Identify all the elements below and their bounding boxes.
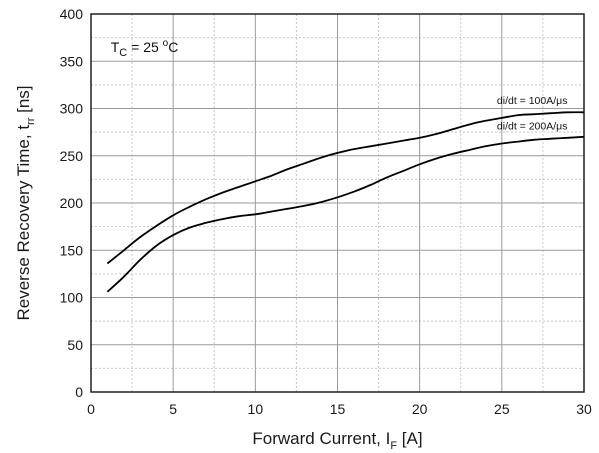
series-line-200a-per-us <box>106 135 585 293</box>
y-axis-title: Reverse Recovery Time, trr [ns] <box>14 85 37 320</box>
x-tick-label-1: 5 <box>169 401 177 417</box>
series-label-0: di/dt = 100A/μs <box>497 95 568 107</box>
y-tick-label-7: 350 <box>60 53 84 69</box>
y-tick-label-5: 250 <box>60 148 84 164</box>
series-line-100a-per-us <box>106 111 585 265</box>
x-tick-label-3: 15 <box>330 401 346 417</box>
curves <box>106 111 585 293</box>
temperature-annotation: TC = 25 oC <box>111 38 179 59</box>
y-tick-label-8: 400 <box>60 6 84 22</box>
grid <box>90 13 585 393</box>
plot-frame <box>90 13 585 393</box>
y-tick-label-3: 150 <box>60 242 84 258</box>
x-tick-label-4: 20 <box>412 401 428 417</box>
x-tick-labels: 0 5 10 15 20 25 30 <box>87 401 592 417</box>
y-tick-label-6: 300 <box>60 101 84 117</box>
x-axis-title: Forward Current, IF [A] <box>252 429 422 452</box>
y-tick-labels: 0 50 100 150 200 250 300 350 400 <box>60 6 84 400</box>
y-tick-label-4: 200 <box>60 195 84 211</box>
y-tick-label-2: 100 <box>60 290 84 306</box>
x-tick-label-2: 10 <box>248 401 264 417</box>
x-tick-label-0: 0 <box>87 401 95 417</box>
x-tick-label-6: 30 <box>576 401 592 417</box>
series-label-1: di/dt = 200A/μs <box>497 120 568 132</box>
y-tick-label-1: 50 <box>67 337 83 353</box>
x-tick-label-5: 25 <box>494 401 510 417</box>
series-labels: di/dt = 100A/μs di/dt = 200A/μs <box>497 95 568 133</box>
y-tick-label-0: 0 <box>75 384 83 400</box>
